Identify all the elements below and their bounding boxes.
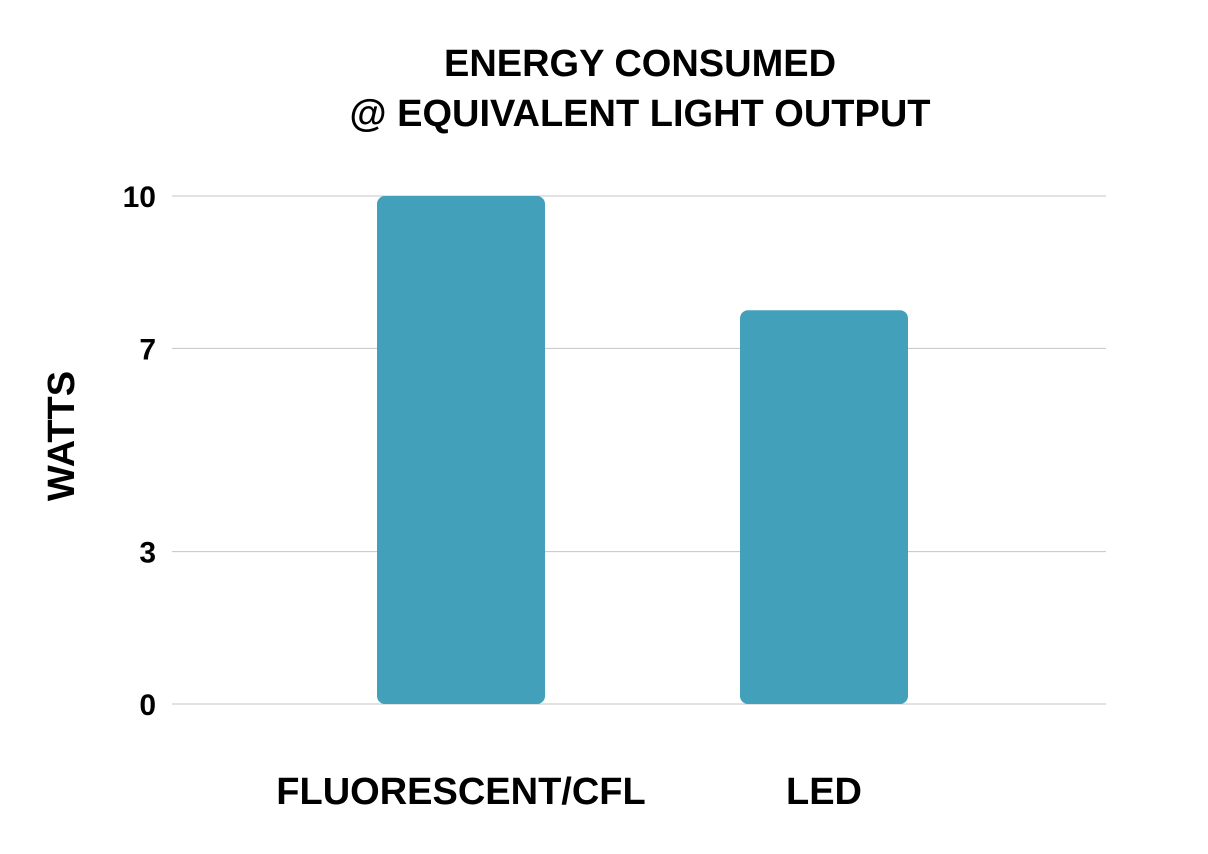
bars (377, 196, 908, 704)
x-category-labels: FLUORESCENT/CFL LED (276, 771, 862, 813)
bar-led (740, 310, 908, 704)
y-tick-label: 10 (123, 181, 156, 214)
chart-title-line-2: @ EQUIVALENT LIGHT OUTPUT (349, 93, 930, 135)
y-axis-title: WATTS (41, 371, 83, 501)
y-tick-label: 7 (139, 333, 156, 366)
y-tick-label: 3 (139, 537, 156, 570)
y-tick-label: 0 (139, 689, 156, 722)
x-category-label: FLUORESCENT/CFL (276, 771, 645, 813)
y-tick-labels: 0 3 7 10 (123, 181, 156, 722)
chart-title: ENERGY CONSUMED @ EQUIVALENT LIGHT OUTPU… (349, 43, 930, 135)
chart-title-line-1: ENERGY CONSUMED (444, 43, 836, 85)
bar-fluorescent-cfl (377, 196, 545, 704)
gridlines (172, 195, 1106, 705)
x-category-label: LED (786, 771, 862, 813)
